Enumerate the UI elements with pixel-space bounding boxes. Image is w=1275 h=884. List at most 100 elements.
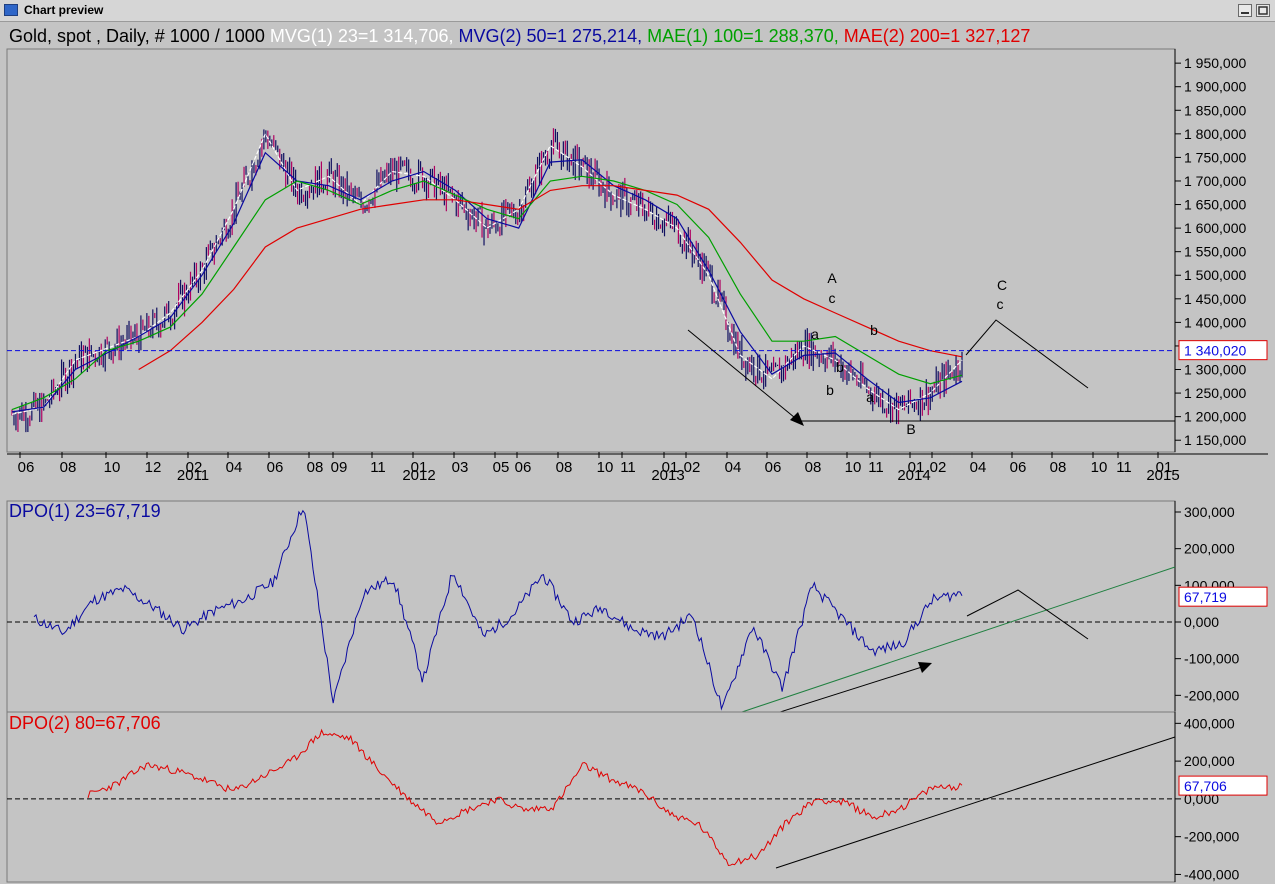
price-y-tick-label: 1 400,000	[1184, 314, 1246, 330]
projection-line	[965, 319, 1089, 389]
x-tick-label-month: 11	[1116, 459, 1132, 476]
x-tick-label-month: 03	[452, 459, 469, 476]
wave-label: c	[997, 296, 1004, 312]
maximize-icon[interactable]	[1256, 4, 1270, 17]
dpo1-panel	[6, 500, 1176, 722]
x-tick-label-month: 06	[765, 459, 782, 476]
dpo2-trendline	[775, 736, 1176, 869]
wave-label: a	[866, 389, 874, 405]
app-icon	[4, 4, 18, 16]
price-x-axis: 06 08 10 12 02 04 06 08 09 11 01 03 05 06 08 10 11 01 02 04…	[18, 452, 1180, 484]
x-tick-label-month: 05	[493, 459, 510, 476]
x-tick-label-year: 2015	[1146, 467, 1179, 484]
current-price-label: 1 340,020	[1184, 343, 1246, 359]
legend-entry-0: MVG(1) 23=1 314,706,	[270, 26, 454, 46]
price-y-tick-label: 1 450,000	[1184, 291, 1246, 307]
dpo1-y-tick-label: -200,000	[1184, 687, 1239, 703]
dpo1-value-label: 67,719	[1184, 589, 1227, 605]
x-tick-label-month: 02	[930, 459, 947, 476]
series-mvg-1-23	[11, 132, 963, 415]
price-y-tick-label: 1 500,000	[1184, 267, 1246, 283]
x-tick-label-month: 08	[556, 459, 573, 476]
wave-label: A	[827, 270, 837, 286]
current-price-box	[1178, 340, 1268, 361]
x-tick-label-month: 10	[104, 459, 121, 476]
chart-canvas: Gold, spot , Daily, # 1000 / 1000 MVG(1)…	[6, 26, 1268, 883]
x-tick-label-month: 02	[186, 459, 203, 476]
dpo1-y-tick-label: -100,000	[1184, 651, 1239, 667]
price-y-tick-label: 1 650,000	[1184, 197, 1246, 213]
price-y-tick-label: 1 600,000	[1184, 220, 1246, 236]
dpo1-trendline	[735, 566, 1176, 715]
dpo1-value-box	[1178, 586, 1268, 607]
dpo1-y-tick-label: 300,000	[1184, 504, 1235, 520]
wave-label: b	[826, 382, 834, 398]
x-tick-label-month: 04	[226, 459, 243, 476]
x-tick-label-month: 11	[620, 459, 636, 476]
x-tick-label-month: 06	[267, 459, 284, 476]
window-titlebar: Chart preview	[0, 0, 1275, 22]
header-legend: Gold, spot , Daily, # 1000 / 1000 MVG(1)…	[9, 26, 1030, 46]
wave-label: c	[829, 290, 836, 306]
dpo2-y-tick-label: 400,000	[1184, 715, 1235, 731]
dpo2-value-label: 67,706	[1184, 778, 1227, 794]
x-tick-label-month: 08	[307, 459, 324, 476]
header-symbol: Gold, spot , Daily, # 1000 / 1000	[9, 26, 265, 46]
price-y-tick-label: 1 550,000	[1184, 244, 1246, 260]
price-y-tick-label: 1 200,000	[1184, 409, 1246, 425]
x-tick-label-month: 06	[1010, 459, 1027, 476]
x-tick-label-month: 06	[18, 459, 35, 476]
x-tick-label-year: 2013	[651, 467, 684, 484]
price-y-tick-label: 1 700,000	[1184, 173, 1246, 189]
x-tick-label-month: 10	[597, 459, 614, 476]
dpo1-series	[33, 509, 963, 711]
price-panel	[6, 48, 1176, 453]
price-y-tick-label: 1 900,000	[1184, 79, 1246, 95]
arrow-head	[918, 662, 932, 673]
wave-label: b	[870, 322, 878, 338]
price-y-tick-label: 1 800,000	[1184, 126, 1246, 142]
arrow-head	[790, 412, 804, 426]
dpo2-y-tick-label: 200,000	[1184, 753, 1235, 769]
dpo1-arrow	[757, 666, 923, 720]
dpo2-value-box	[1178, 775, 1268, 796]
wave-label: C	[997, 277, 1007, 293]
x-tick-label-month: 11	[370, 459, 386, 476]
dpo1-title: DPO(1) 23=67,719	[9, 501, 161, 521]
x-tick-label-month: 08	[1050, 459, 1067, 476]
x-tick-label-month: 01	[908, 459, 925, 476]
dpo2-series	[87, 728, 963, 867]
x-tick-label-month: 01	[1156, 459, 1173, 476]
dpo2-y-tick-label: -400,000	[1184, 866, 1239, 882]
wave-label: B	[906, 421, 915, 437]
x-tick-label-year: 2014	[897, 467, 930, 484]
minimize-icon[interactable]	[1238, 4, 1252, 17]
trend-arrow	[687, 329, 801, 423]
x-tick-label-month: 02	[684, 459, 701, 476]
wave-label: b	[836, 359, 844, 375]
dpo1-y-tick-label: 0,000	[1184, 614, 1219, 630]
x-tick-label-month: 08	[60, 459, 77, 476]
dpo2-panel	[6, 711, 1176, 883]
x-tick-label-month: 04	[725, 459, 742, 476]
dpo1-y-axis: 300,000200,000100,0000,000-100,000-200,0…	[1175, 504, 1239, 703]
price-y-tick-label: 1 150,000	[1184, 432, 1246, 448]
dpo1-annotations	[735, 566, 1176, 720]
dpo2-y-tick-label: -200,000	[1184, 829, 1239, 845]
x-tick-label-month: 10	[1091, 459, 1108, 476]
wave-label: a	[811, 326, 819, 342]
x-tick-label-month: 06	[515, 459, 532, 476]
dpo2-title: DPO(2) 80=67,706	[9, 713, 161, 733]
legend-entry-1: MVG(2) 50=1 275,214,	[453, 26, 642, 46]
x-tick-label-month: 01	[411, 459, 428, 476]
series-mvg-2-50	[11, 151, 963, 413]
series-mae-1-100	[11, 175, 963, 411]
window-title: Chart preview	[24, 3, 104, 17]
x-tick-label-month: 11	[868, 459, 884, 476]
legend-entry-3: MAE(2) 200=1 327,127	[839, 26, 1031, 46]
x-tick-label-year: 2011	[177, 467, 209, 484]
x-tick-label-month: 04	[970, 459, 987, 476]
price-y-tick-label: 1 950,000	[1184, 55, 1246, 71]
